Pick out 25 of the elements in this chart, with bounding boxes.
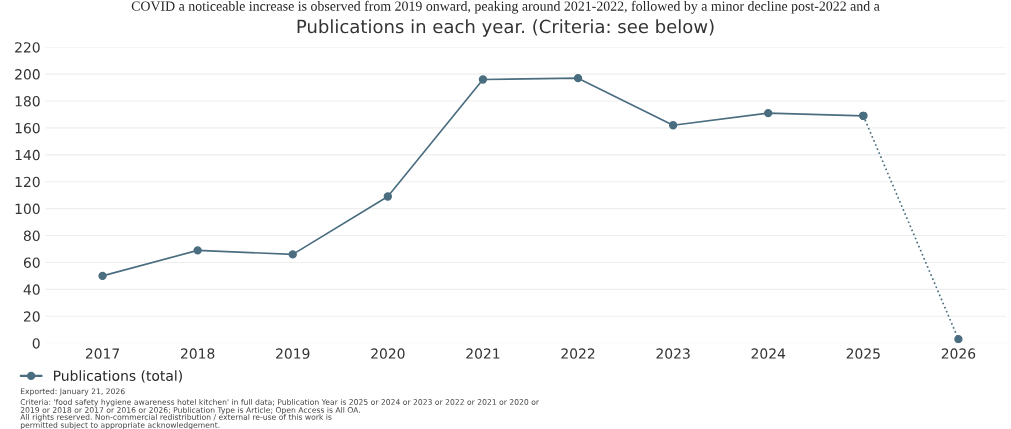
y-tick-label: 140 [15,149,40,161]
x-tick-label: 2019 [276,348,310,359]
chart-title: Publications in each year. (Criteria: see below) [297,19,714,37]
y-tick-label: 20 [23,311,40,322]
x-tick-label: 2023 [656,348,690,359]
x-tick-label: 2025 [846,348,880,359]
y-tick-label: 200 [15,69,40,80]
x-tick-label: 2021 [466,348,500,359]
x-tick-label: 2017 [85,348,120,359]
y-tick-label: 100 [15,203,40,215]
legend-label: Publications (total) [54,370,182,383]
y-tick-label: 40 [23,284,40,295]
y-tick-label: 60 [23,257,40,268]
y-tick-label: 180 [15,95,40,107]
y-tick-label: 80 [23,230,40,242]
x-tick-label: 2024 [751,348,786,359]
x-tick-label: 2020 [371,348,405,359]
y-tick-label: 160 [15,122,40,134]
x-tick-label: 2018 [180,348,215,359]
y-tick-label: 0 [32,338,40,349]
chart-subtitle: COVID a noticeable increase is observed from 2019 onward, peaking around 2021-2022, followed by a minor decline post-2022 and a [131,0,880,14]
y-tick-label: 220 [15,42,40,53]
y-tick-label: 120 [15,176,40,188]
x-tick-label: 2022 [561,348,595,359]
x-tick-label: 2026 [941,348,976,359]
